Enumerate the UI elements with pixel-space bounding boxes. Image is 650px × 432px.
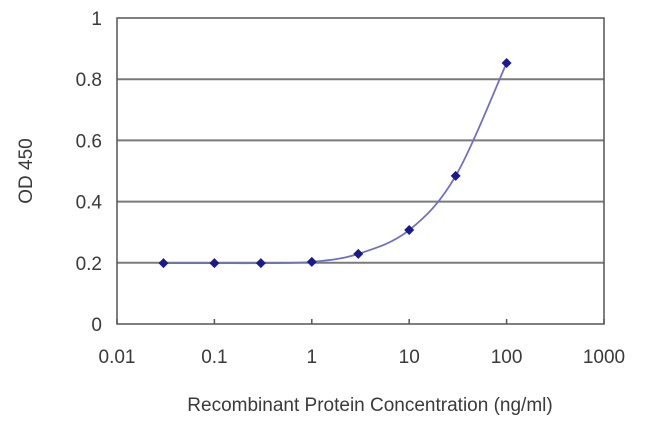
x-tick-label: 100 [491, 347, 523, 368]
y-tick-label: 0.6 [76, 131, 102, 152]
y-tick-label: 0.2 [76, 254, 102, 275]
y-axis-tick-labels: 0 0.2 0.4 0.6 0.8 1 [76, 9, 103, 336]
y-tick-label: 0.8 [76, 70, 102, 91]
y-tick-label: 0.4 [76, 193, 103, 214]
data-markers [158, 57, 512, 269]
x-tick-label: 1000 [583, 347, 625, 368]
data-point-diamond [158, 258, 169, 269]
x-tick-label: 0.01 [99, 347, 136, 368]
x-tick-label: 0.1 [201, 347, 227, 368]
x-tick-label: 1 [307, 347, 318, 368]
data-point-diamond [306, 256, 317, 267]
plot-frame [116, 17, 605, 325]
series-line [163, 62, 508, 265]
data-point-diamond [255, 258, 266, 269]
y-axis-title: OD 450 [16, 138, 37, 203]
data-point-diamond [209, 258, 220, 269]
data-point-diamond [353, 248, 364, 259]
x-axis-tick-labels: 0.01 0.1 1 10 100 1000 [99, 347, 626, 368]
data-point-diamond [404, 225, 415, 236]
data-point-diamond [450, 170, 461, 181]
x-axis-ticks [116, 319, 605, 324]
gridlines [117, 78, 604, 264]
x-tick-label: 10 [399, 347, 420, 368]
y-tick-label: 1 [91, 9, 102, 30]
x-axis-title: Recombinant Protein Concentration (ng/ml… [187, 395, 552, 416]
data-point-diamond [501, 57, 512, 68]
y-tick-label: 0 [91, 315, 102, 336]
